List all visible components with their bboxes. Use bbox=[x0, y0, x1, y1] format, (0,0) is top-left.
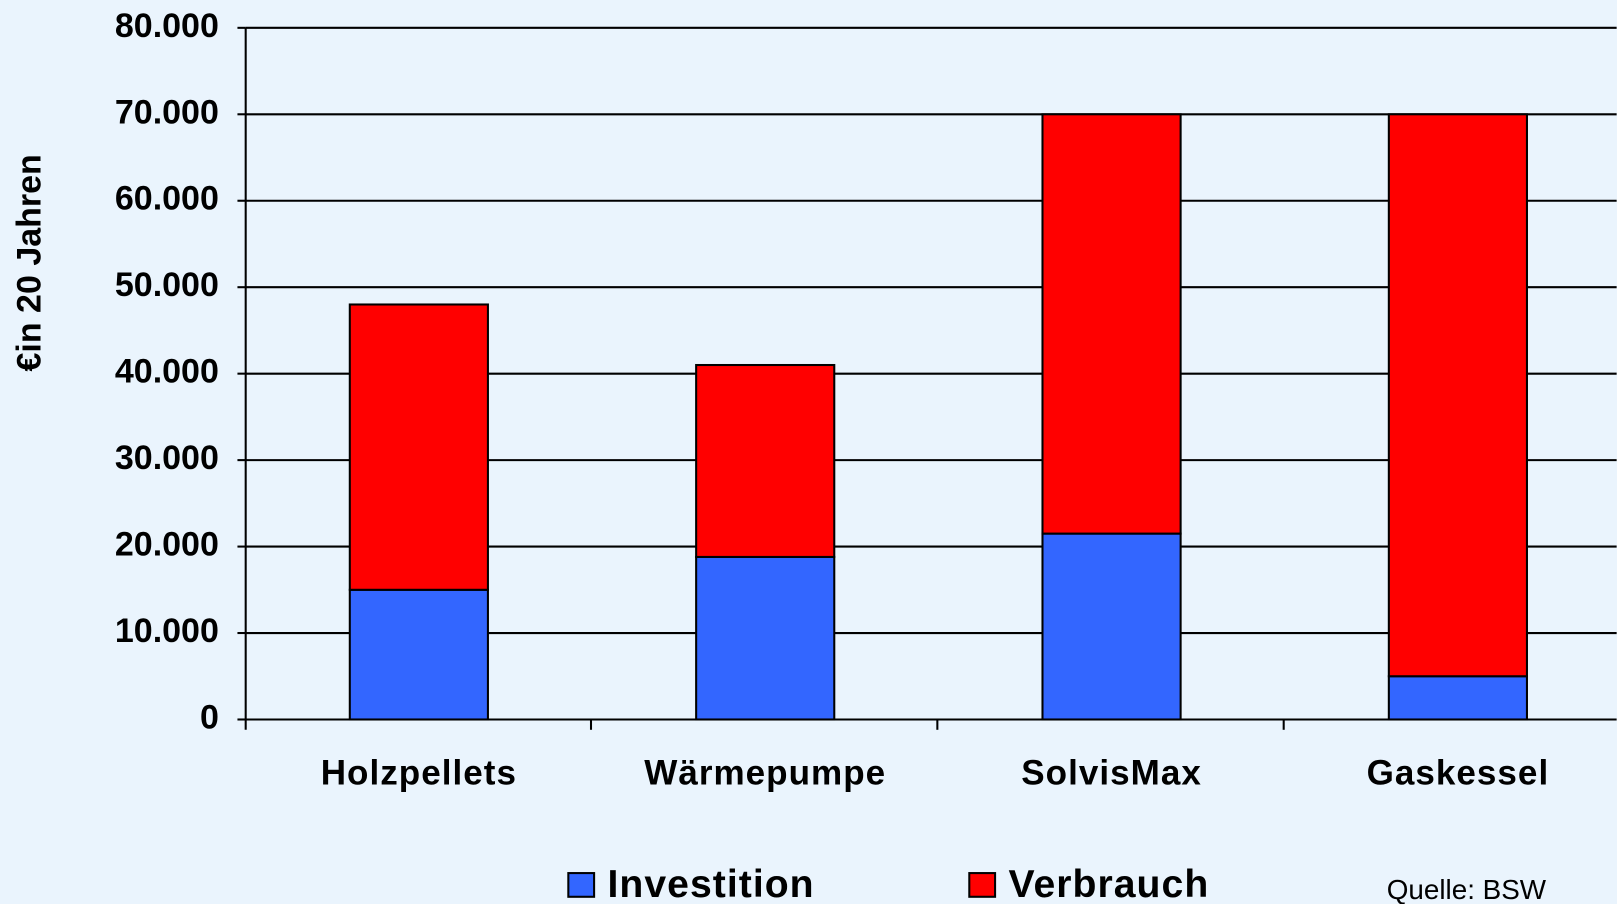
bar-segment bbox=[1041, 532, 1182, 721]
x-tick-label: Holzpellets bbox=[321, 753, 517, 792]
y-tick-label: 70.000 bbox=[115, 93, 219, 131]
x-tick-label: Wärmepumpe bbox=[644, 753, 886, 792]
legend-label: Investition bbox=[607, 863, 814, 904]
y-tick-label: 20.000 bbox=[115, 526, 219, 564]
x-tick-label: Gaskessel bbox=[1367, 753, 1550, 792]
y-tick-label: 60.000 bbox=[115, 180, 219, 218]
y-axis-label: €in 20 Jahren bbox=[10, 154, 48, 371]
y-tick-label: 80.000 bbox=[115, 7, 219, 45]
bar-segment bbox=[695, 555, 836, 721]
x-tick-label: SolvisMax bbox=[1021, 753, 1202, 792]
legend-swatch bbox=[567, 872, 596, 898]
legend-swatch bbox=[968, 872, 997, 898]
bar-segment bbox=[1387, 675, 1528, 721]
y-tick-label: 10.000 bbox=[115, 612, 219, 650]
y-tick-label: 30.000 bbox=[115, 439, 219, 477]
bar-segment bbox=[695, 363, 836, 558]
bar-segment bbox=[1387, 113, 1528, 678]
source-note: Quelle: BSW bbox=[1387, 874, 1547, 904]
y-tick-label: 50.000 bbox=[115, 266, 219, 304]
y-tick-label: 0 bbox=[200, 698, 219, 736]
bar-segment bbox=[348, 303, 489, 591]
bar-segment bbox=[348, 588, 489, 721]
y-tick-label: 40.000 bbox=[115, 353, 219, 391]
legend-label: Verbrauch bbox=[1008, 863, 1209, 904]
bar-segment bbox=[1041, 113, 1182, 535]
